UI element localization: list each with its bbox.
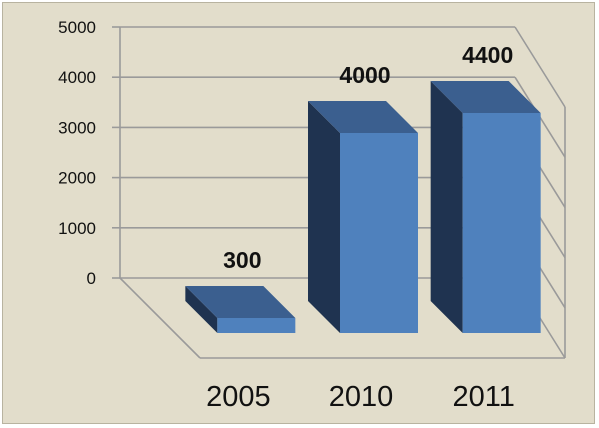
- bar-side-face: [185, 286, 218, 333]
- bar-side-face: [430, 81, 463, 333]
- ytick-label: 0: [87, 269, 96, 288]
- y-axis-ticks: 0 1000 2000 3000 4000 5000: [58, 18, 96, 288]
- bar-top-face: [185, 286, 296, 318]
- ytick-label: 3000: [58, 118, 96, 137]
- data-label: 4400: [462, 42, 513, 68]
- ytick-label: 1000: [58, 219, 96, 238]
- bar-top-face: [308, 101, 418, 133]
- bar-side-face: [308, 101, 340, 333]
- ytick-label: 5000: [58, 18, 96, 37]
- gridline-side: [514, 26, 566, 108]
- xtick-label: 2005: [206, 381, 271, 413]
- data-label: 4000: [339, 62, 390, 88]
- bar: [340, 133, 418, 333]
- data-label: 300: [223, 247, 261, 273]
- bar-top-face: [430, 81, 541, 113]
- bars: [185, 81, 541, 333]
- bar: [217, 318, 296, 333]
- floor-left-edge: [119, 277, 201, 359]
- x-axis-ticks: 2005 2010 2011: [206, 381, 515, 413]
- xtick-label: 2010: [329, 381, 394, 413]
- data-labels: 300 4000 4400: [223, 42, 513, 273]
- xtick-label: 2011: [452, 381, 514, 413]
- ytick-label: 2000: [58, 169, 96, 188]
- bar: [462, 113, 541, 333]
- ytick-label: 4000: [58, 68, 96, 87]
- axes: [119, 27, 565, 359]
